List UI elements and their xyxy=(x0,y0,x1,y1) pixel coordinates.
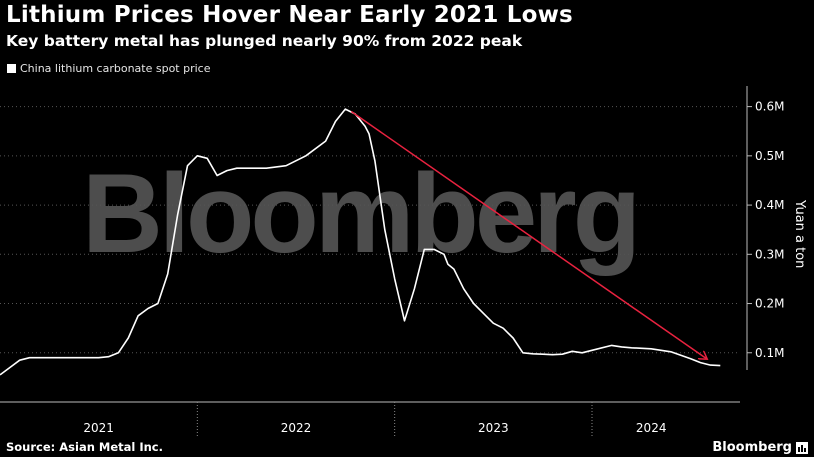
legend-label: China lithium carbonate spot price xyxy=(20,62,211,75)
x-tick-label: 2024 xyxy=(636,421,667,435)
y-axis-title: Yuan a ton xyxy=(792,199,807,268)
brand-name: Bloomberg xyxy=(712,440,792,455)
y-tick-label: 0.2M xyxy=(755,297,784,311)
y-tick-label: 0.3M xyxy=(755,247,784,261)
y-tick-label: 0.1M xyxy=(755,346,784,360)
legend: China lithium carbonate spot price xyxy=(7,62,211,75)
chart-title: Lithium Prices Hover Near Early 2021 Low… xyxy=(6,2,573,28)
x-tick-label: 2021 xyxy=(83,421,114,435)
bar-chart-icon xyxy=(796,441,808,454)
watermark: Bloomberg xyxy=(82,151,641,276)
chart-subtitle: Key battery metal has plunged nearly 90%… xyxy=(6,32,523,50)
x-tick-label: 2023 xyxy=(478,421,509,435)
y-tick-label: 0.4M xyxy=(755,198,784,212)
brand-footer: Bloomberg xyxy=(712,440,808,455)
x-tick-label: 2022 xyxy=(281,421,312,435)
y-tick-label: 0.5M xyxy=(755,149,784,163)
trend-arrow xyxy=(350,110,706,359)
source-note: Source: Asian Metal Inc. xyxy=(6,440,163,454)
legend-swatch xyxy=(7,64,16,73)
series-line xyxy=(0,108,721,376)
y-tick-label: 0.6M xyxy=(755,100,784,114)
